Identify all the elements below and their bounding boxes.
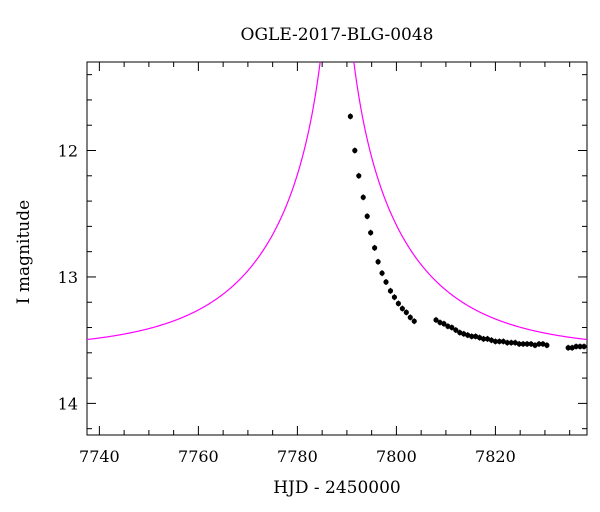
data-point <box>395 300 401 307</box>
y-tick-label: 14 <box>58 394 78 413</box>
x-tick-label: 7820 <box>475 447 516 466</box>
data-point <box>364 213 370 219</box>
data-point <box>540 341 546 347</box>
data-point <box>512 340 518 346</box>
x-tick-label: 7740 <box>79 447 120 466</box>
data-point <box>457 329 463 336</box>
data-point <box>581 343 587 350</box>
data-point <box>465 332 471 338</box>
chart-title: OGLE-2017-BLG-0048 <box>241 25 434 45</box>
data-point <box>407 314 413 321</box>
data-point <box>368 230 374 236</box>
data-point <box>347 113 353 119</box>
data-point <box>411 318 417 324</box>
y-tick-label: 13 <box>58 268 78 287</box>
data-point <box>573 343 579 350</box>
data-point <box>379 270 385 276</box>
plot-frame <box>86 61 588 436</box>
axis-tick-labels: 7740 7760 7780 7800 7820 12 13 14 <box>58 142 516 466</box>
data-point <box>461 331 467 337</box>
data-point <box>484 336 491 342</box>
data-point <box>492 338 499 345</box>
data-point <box>496 338 502 345</box>
x-tick-label: 7800 <box>376 447 417 466</box>
data-point <box>437 319 443 326</box>
data-point <box>516 341 522 347</box>
data-point <box>504 340 510 346</box>
y-tick-label: 12 <box>58 142 78 161</box>
data-point <box>476 335 483 341</box>
data-points-layer <box>347 113 587 351</box>
axis-ticks <box>87 62 587 435</box>
data-point <box>433 317 439 323</box>
data-point <box>387 288 394 294</box>
x-tick-label: 7780 <box>277 447 318 466</box>
data-point <box>473 333 479 339</box>
data-point <box>544 342 550 348</box>
data-point <box>453 327 459 333</box>
x-tick-label: 7760 <box>178 447 219 466</box>
data-point <box>391 294 398 300</box>
data-point <box>441 321 447 327</box>
data-point <box>569 345 575 351</box>
data-point <box>383 279 389 285</box>
data-point <box>399 305 405 312</box>
plot-border <box>86 61 588 436</box>
data-point <box>524 341 530 347</box>
data-point <box>480 336 487 342</box>
data-point <box>488 337 495 343</box>
data-point <box>352 147 358 154</box>
data-point <box>500 338 506 345</box>
data-point <box>508 340 514 346</box>
data-point <box>577 343 583 350</box>
data-point <box>532 342 538 348</box>
y-axis-label: I magnitude <box>14 200 34 304</box>
data-point <box>520 341 526 347</box>
data-point <box>372 245 378 251</box>
data-point <box>403 309 409 315</box>
model-curve-layer <box>87 62 587 341</box>
data-point <box>445 323 451 329</box>
data-point <box>469 333 475 339</box>
data-point <box>565 345 571 351</box>
data-point <box>375 259 381 265</box>
data-point <box>449 324 455 331</box>
data-point <box>360 194 366 200</box>
data-point <box>356 173 362 179</box>
data-point <box>528 341 534 347</box>
model-curve <box>87 62 587 341</box>
x-axis-label: HJD - 2450000 <box>273 478 401 498</box>
data-point <box>536 341 542 347</box>
